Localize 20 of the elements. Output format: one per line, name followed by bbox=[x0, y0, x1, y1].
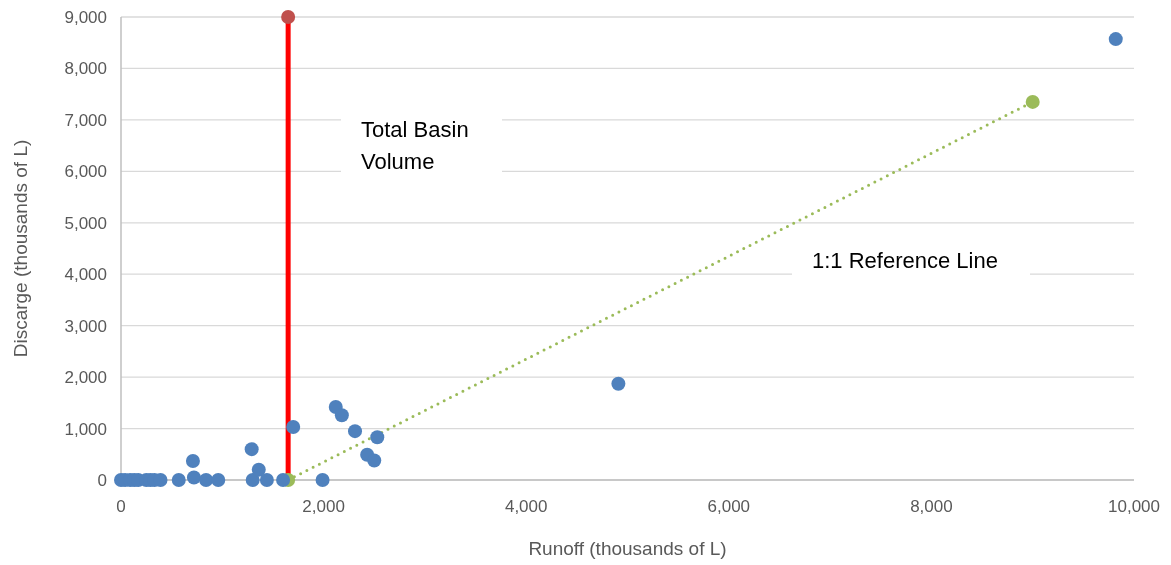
y-tick-label: 3,000 bbox=[64, 316, 107, 336]
x-tick-label: 0 bbox=[116, 497, 126, 516]
y-tick-label: 5,000 bbox=[64, 213, 107, 233]
y-tick-label: 0 bbox=[97, 470, 107, 490]
y-tick-label: 8,000 bbox=[64, 59, 107, 79]
y-tick-label: 6,000 bbox=[64, 162, 107, 182]
y-tick-label: 4,000 bbox=[64, 265, 107, 285]
x-tick-label: 6,000 bbox=[707, 497, 751, 516]
x-tick-label: 10,000 bbox=[1108, 497, 1160, 516]
x-axis-title: Runoff (thousands of L) bbox=[528, 538, 727, 559]
y-tick-label: 7,000 bbox=[64, 110, 107, 130]
annotation: Total Basin Volume bbox=[361, 116, 469, 174]
y-tick-label: 1,000 bbox=[64, 419, 107, 439]
y-tick-label: 2,000 bbox=[64, 368, 107, 388]
y-tick-label: 9,000 bbox=[64, 7, 107, 27]
x-tick-label: 8,000 bbox=[910, 497, 953, 516]
annotation: 1:1 Reference Line bbox=[812, 247, 998, 273]
y-axis-title: Discarge (thousands of L) bbox=[10, 139, 31, 358]
x-tick-label: 2,000 bbox=[302, 497, 345, 516]
x-tick-label: 4,000 bbox=[504, 497, 548, 516]
